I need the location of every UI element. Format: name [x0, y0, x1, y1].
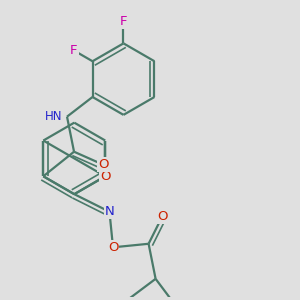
Text: F: F: [120, 15, 127, 28]
Text: F: F: [70, 44, 78, 57]
Text: HN: HN: [45, 110, 63, 123]
Text: O: O: [98, 158, 109, 171]
Text: O: O: [108, 241, 118, 254]
Text: O: O: [100, 170, 110, 183]
Text: N: N: [105, 205, 114, 218]
Text: O: O: [157, 210, 167, 223]
